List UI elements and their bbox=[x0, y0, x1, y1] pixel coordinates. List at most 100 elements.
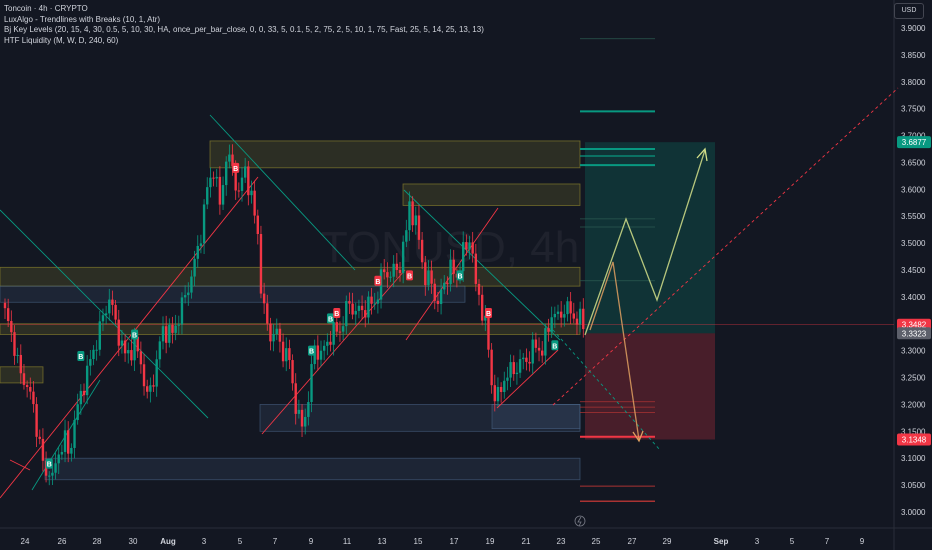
candle-body bbox=[496, 386, 500, 402]
candle-body bbox=[471, 242, 474, 254]
candle-body bbox=[537, 347, 541, 351]
time-axis-tick: 5 bbox=[238, 537, 243, 546]
signal-marker-label: B bbox=[486, 311, 491, 318]
buy-signal-marker bbox=[551, 340, 559, 351]
candle-body bbox=[294, 383, 297, 414]
candle-body bbox=[215, 176, 218, 179]
candle-body bbox=[329, 341, 332, 345]
candle-body bbox=[405, 230, 408, 242]
legend-indicator-trendlines[interactable]: LuxAlgo - Trendlines with Breaks (10, 1,… bbox=[4, 14, 161, 24]
candle-body bbox=[247, 166, 250, 196]
price-axis-tick: 3.1500 bbox=[901, 427, 926, 436]
candle-body bbox=[335, 322, 338, 332]
candle-body bbox=[269, 323, 272, 342]
candle-body bbox=[319, 350, 323, 360]
sell-signal-marker bbox=[405, 270, 413, 281]
legend-indicator-htf-liquidity[interactable]: HTF Liquidity (M, W, D, 240, 60) bbox=[4, 35, 119, 45]
candle-body bbox=[19, 354, 22, 374]
candle-body bbox=[401, 241, 405, 274]
sell-signal-marker bbox=[232, 162, 240, 173]
candle-body bbox=[310, 364, 313, 403]
candle-body bbox=[240, 177, 244, 191]
candle-body bbox=[117, 319, 120, 346]
candle-body bbox=[506, 377, 509, 381]
candle-body bbox=[3, 302, 7, 309]
candle-body bbox=[111, 299, 114, 305]
candle-body bbox=[190, 276, 193, 293]
candle-body bbox=[541, 350, 544, 356]
candle-body bbox=[300, 409, 304, 427]
candle-body bbox=[559, 311, 563, 318]
price-axis-tick: 3.6500 bbox=[901, 158, 926, 167]
candle-body bbox=[547, 328, 550, 332]
candle-body bbox=[515, 372, 519, 375]
trendline-projection bbox=[552, 87, 899, 406]
candle-body bbox=[550, 317, 553, 332]
time-axis-tick: 19 bbox=[486, 537, 495, 546]
time-axis-tick: 28 bbox=[93, 537, 102, 546]
candle-body bbox=[376, 299, 380, 304]
candle-body bbox=[168, 324, 171, 343]
candle-body bbox=[351, 303, 354, 315]
candle-body bbox=[174, 325, 177, 333]
candle-body bbox=[316, 345, 320, 360]
candle-body bbox=[503, 380, 506, 393]
legend-title[interactable]: Toncoin · 4h · CRYPTO bbox=[4, 4, 88, 13]
candle-body bbox=[389, 276, 392, 278]
candle-body bbox=[161, 326, 165, 342]
candle-body bbox=[477, 283, 481, 295]
candle-body bbox=[338, 331, 342, 333]
candle-body bbox=[414, 215, 417, 226]
candle-body bbox=[202, 204, 206, 244]
signal-marker-label: B bbox=[458, 273, 463, 280]
candle-body bbox=[285, 348, 288, 362]
candle-body bbox=[16, 354, 19, 356]
candle-body bbox=[120, 340, 124, 346]
candle-body bbox=[149, 385, 152, 392]
position-stop-area bbox=[585, 333, 715, 440]
time-axis-tick: 29 bbox=[663, 537, 672, 546]
signal-marker-label: B bbox=[334, 311, 339, 318]
candle-body bbox=[544, 328, 547, 356]
price-axis-tick: 3.1000 bbox=[901, 454, 926, 463]
trendline-projection bbox=[552, 329, 661, 451]
candle-body bbox=[253, 190, 256, 216]
trendline bbox=[0, 209, 209, 419]
signal-marker-label: B bbox=[47, 462, 52, 469]
time-axis-tick: Aug bbox=[160, 537, 176, 546]
candle-body bbox=[383, 269, 386, 273]
signal-marker-label: B bbox=[407, 273, 412, 280]
candle-body bbox=[57, 454, 60, 464]
candle-body bbox=[25, 384, 29, 388]
candle-body bbox=[171, 324, 174, 333]
forecast-arrow-head bbox=[696, 147, 708, 162]
candle-body bbox=[465, 242, 468, 250]
time-axis-tick: 26 bbox=[58, 537, 67, 546]
legend-indicator-key-levels[interactable]: Bj Key Levels (20, 15, 4, 30, 0.5, 5, 10… bbox=[4, 25, 484, 34]
trendline bbox=[209, 114, 356, 271]
candle-body bbox=[212, 177, 215, 179]
time-axis-tick: 30 bbox=[129, 537, 138, 546]
currency-button[interactable]: USD bbox=[894, 3, 924, 19]
candle-body bbox=[114, 304, 117, 320]
candle-body bbox=[183, 295, 187, 298]
candle-body bbox=[6, 308, 10, 322]
buy-signal-marker bbox=[456, 270, 464, 281]
candle-body bbox=[556, 311, 560, 314]
candle-body bbox=[373, 303, 376, 305]
candle-body bbox=[133, 336, 136, 361]
candle-body bbox=[48, 475, 51, 477]
candle-body bbox=[259, 234, 263, 294]
candle-body bbox=[392, 263, 395, 277]
candle-body bbox=[553, 313, 557, 318]
candle-body bbox=[142, 364, 146, 387]
sell-signal-marker bbox=[333, 308, 341, 319]
candle-body bbox=[180, 297, 184, 325]
candle-body bbox=[427, 270, 430, 286]
candle-body bbox=[104, 313, 108, 316]
sell-signal-marker bbox=[374, 275, 382, 286]
bullish-forecast-path bbox=[584, 149, 706, 336]
zone-supply bbox=[0, 266, 581, 287]
zone-supply bbox=[209, 140, 581, 169]
